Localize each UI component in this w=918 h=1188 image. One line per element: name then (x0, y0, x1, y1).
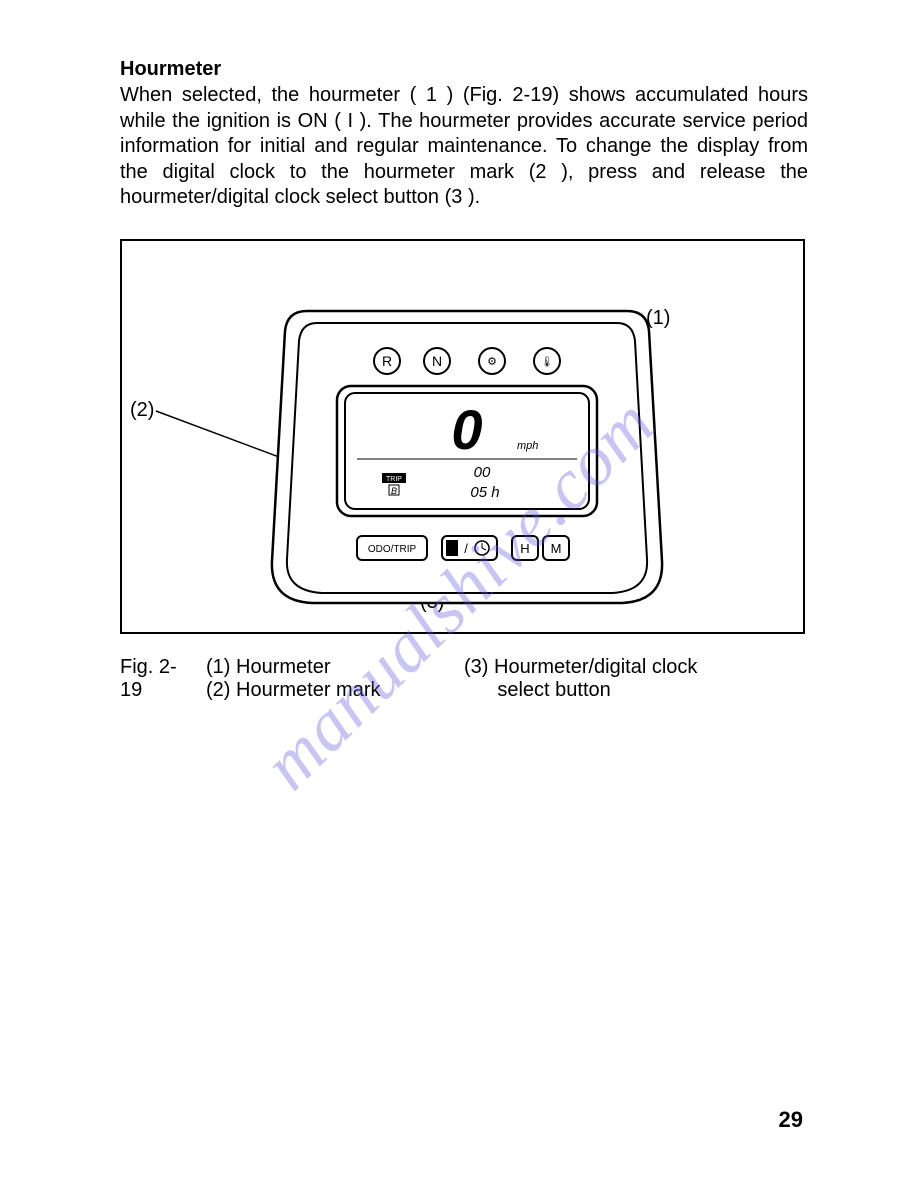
hourmeter-icon (446, 540, 458, 556)
legend-item-3b: select button (464, 679, 697, 702)
page-number: 29 (779, 1107, 803, 1133)
lcd-unit: mph (517, 440, 538, 452)
indicator-r-label: R (382, 353, 392, 369)
temp-icon: 🌡 (541, 356, 554, 368)
oil-icon: ⚙ (487, 356, 497, 368)
legend-item-3: (3) Hourmeter/digital clock (464, 656, 697, 679)
legend-item-2: (2) Hourmeter mark (206, 679, 456, 702)
legend-item-1: (1) Hourmeter (206, 656, 456, 679)
figure-container: (1) (2) (3) R N ⚙ 🌡 0 mph TRIP (120, 239, 805, 634)
legend-fig-label: Fig. 2-19 (120, 656, 198, 702)
h-label: H (520, 541, 529, 556)
callout-2: (2) (130, 399, 154, 422)
trip-label: TRIP (386, 476, 402, 483)
m-label: M (551, 541, 562, 556)
odo-trip-label: ODO/TRIP (368, 544, 417, 555)
lcd-row1: 00 (474, 464, 491, 481)
body-paragraph: When selected, the hourmeter ( 1 ) (Fig.… (120, 83, 808, 211)
trip-b: B (391, 486, 397, 496)
slash: / (464, 541, 468, 556)
figure-legend: Fig. 2-19 (1) Hourmeter (2) Hourmeter ma… (120, 656, 808, 702)
section-heading: Hourmeter (120, 58, 808, 81)
lcd-row2: 05 h (470, 484, 499, 501)
dashboard-diagram: R N ⚙ 🌡 0 mph TRIP B 00 05 h ODO/TRIP / … (267, 301, 667, 613)
indicator-n-label: N (432, 353, 442, 369)
lcd-main-digit: 0 (451, 398, 482, 461)
